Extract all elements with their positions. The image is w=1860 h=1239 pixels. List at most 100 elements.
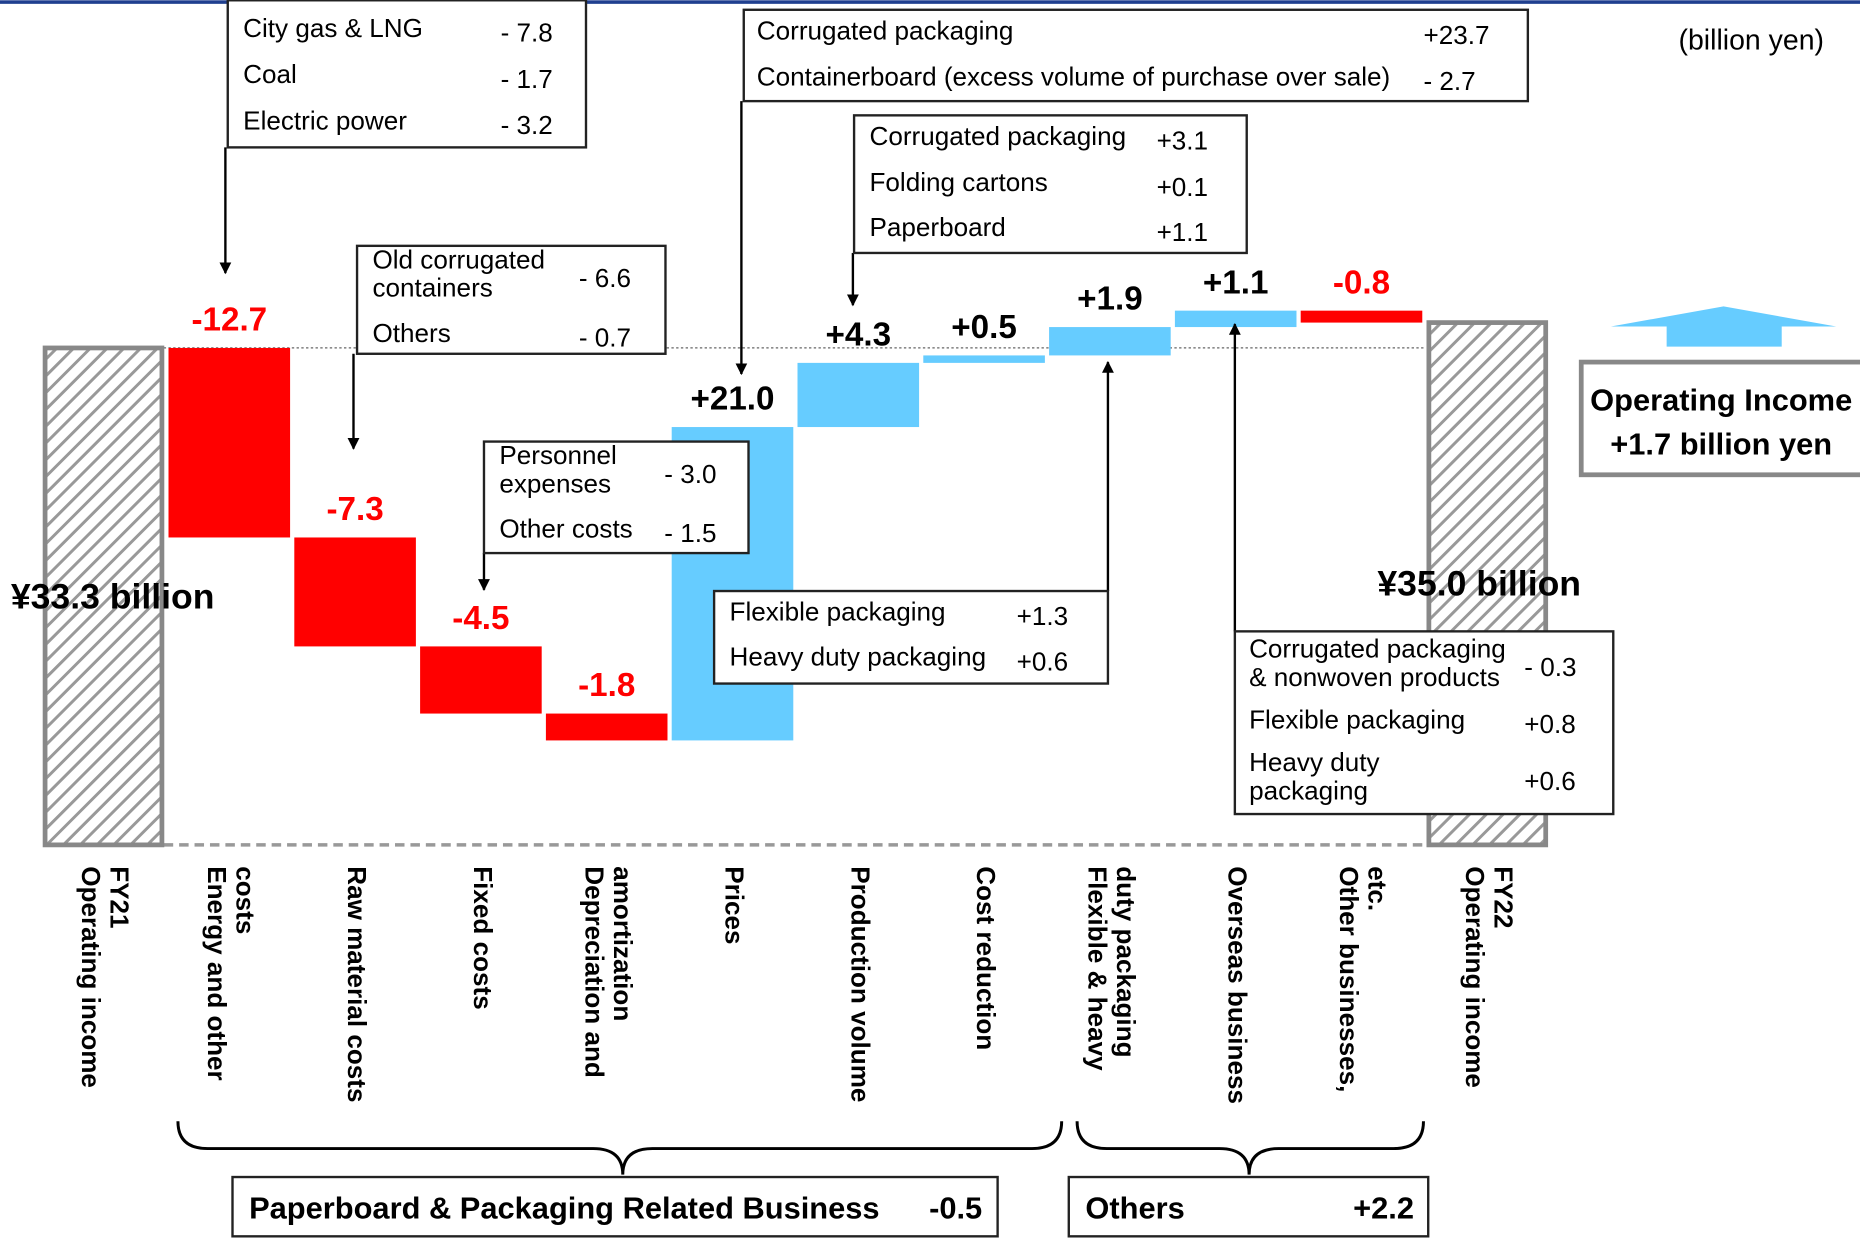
group-name: Others xyxy=(1085,1190,1184,1225)
callout-box xyxy=(226,0,588,149)
bar xyxy=(923,355,1045,363)
callout-value: - 0.3 xyxy=(1524,652,1576,682)
x-tick-label: Flexible & heavyduty packaging xyxy=(1083,866,1141,1071)
callout-label-line: Flexible packaging xyxy=(730,596,946,626)
callout-value: +1.3 xyxy=(1017,601,1068,631)
callout-label-line: Paperboard xyxy=(870,212,1006,242)
callout-label: Corrugated packaging xyxy=(757,15,1014,45)
bar xyxy=(168,347,291,538)
value-label: +21.0 xyxy=(690,381,774,418)
bar xyxy=(420,646,542,714)
callout-value: - 1.5 xyxy=(664,518,716,548)
callout-label-line: Corrugated packaging xyxy=(757,15,1014,45)
group-box xyxy=(1067,1175,1430,1238)
callout-label-line: Flexible packaging xyxy=(1249,704,1465,734)
unit-label: (billion yen) xyxy=(1679,24,1825,56)
callout-box xyxy=(852,114,1248,255)
x-tick-label: Other businesses,etc. xyxy=(1334,866,1392,1092)
callout-value: - 3.2 xyxy=(501,110,553,140)
callout-label: Personnel expenses xyxy=(499,440,616,498)
callout-label: City gas & LNG xyxy=(243,13,423,43)
summary-title: Operating Income xyxy=(1590,383,1852,418)
callout-label: Containerboard (excess volume of purchas… xyxy=(757,61,1390,91)
callout-value: - 3.0 xyxy=(664,459,716,489)
callout-label-line: Electric power xyxy=(243,105,407,135)
value-label: -1.8 xyxy=(578,667,635,704)
x-tick-label: Production volume xyxy=(845,866,875,1102)
bar xyxy=(294,537,416,647)
x-tick-label: Energy and othercosts xyxy=(202,866,260,1080)
callout-label-line: Corrugated packaging xyxy=(1249,633,1506,663)
x-tick-label-line: etc. xyxy=(1363,866,1393,911)
bar xyxy=(1300,310,1423,323)
callout-box xyxy=(1233,630,1615,816)
callout-label-line: Folding cartons xyxy=(870,167,1048,197)
value-label: ¥33.3 billion xyxy=(11,577,215,617)
callout-label: Folding cartons xyxy=(870,167,1048,197)
callout-label-line: containers xyxy=(372,273,492,303)
callout-label-line: Corrugated packaging xyxy=(870,121,1127,151)
callout-label: Other costs xyxy=(499,513,632,543)
x-tick-label-line: duty packaging xyxy=(1111,866,1141,1057)
x-tick-label-line: Other businesses, xyxy=(1334,866,1364,1092)
group-name: Paperboard & Packaging Related Business xyxy=(249,1190,879,1225)
group-box xyxy=(231,1175,999,1238)
x-tick-label-line: FY22 xyxy=(1489,866,1519,928)
summary-text: +1.7 billion yen xyxy=(1610,426,1832,461)
x-tick-label-line: amortization xyxy=(608,866,638,1021)
x-tick-label: Cost reduction xyxy=(971,866,1001,1050)
value-label: +1.1 xyxy=(1203,264,1269,301)
value-label: -4.5 xyxy=(452,600,509,637)
x-tick-label: Prices xyxy=(720,866,750,944)
callout-value: +0.8 xyxy=(1524,709,1575,739)
x-tick-label-line: Operating income xyxy=(76,866,106,1088)
value-label: -12.7 xyxy=(191,302,267,339)
callout-box xyxy=(742,8,1530,103)
callout-label: Coal xyxy=(243,59,297,89)
total-bar xyxy=(42,345,165,848)
callout-label-line: Heavy duty packaging xyxy=(730,642,987,672)
callout-value: - 0.7 xyxy=(579,322,631,352)
callout-value: +3.1 xyxy=(1157,126,1208,156)
callout-box xyxy=(355,244,667,355)
callout-value: - 2.7 xyxy=(1423,66,1475,96)
callout-box xyxy=(712,589,1110,685)
x-tick-label: Fixed costs xyxy=(468,866,498,1009)
callout-label: Others xyxy=(372,318,450,348)
callout-label-line: Heavy duty xyxy=(1249,747,1379,777)
callout-label: Corrugated packaging xyxy=(870,121,1127,151)
callout-label-line: Coal xyxy=(243,59,297,89)
x-tick-label-line: Overseas business xyxy=(1223,866,1253,1104)
summary-arrow xyxy=(1610,306,1837,347)
bar xyxy=(545,713,668,741)
x-tick-label: Operating incomeFY22 xyxy=(1460,866,1518,1088)
x-tick-label-line: Operating income xyxy=(1460,866,1490,1088)
x-tick-label: Overseas business xyxy=(1223,866,1253,1104)
callout-label-line: Others xyxy=(372,318,450,348)
callout-label-line: packaging xyxy=(1249,776,1368,806)
callout-value: +0.6 xyxy=(1017,646,1068,676)
callout-value: - 6.6 xyxy=(579,263,631,293)
bar xyxy=(1049,327,1171,356)
callout-label: Electric power xyxy=(243,105,407,135)
value-label: +0.5 xyxy=(951,309,1017,346)
bar xyxy=(1174,310,1297,328)
callout-value: - 7.8 xyxy=(501,18,553,48)
x-tick-label-line: costs xyxy=(231,866,261,934)
callout-value: +0.6 xyxy=(1524,766,1575,796)
value-label: +4.3 xyxy=(826,317,892,354)
callout-label: Corrugated packaging & nonwoven products xyxy=(1249,633,1506,691)
x-tick-label-line: Depreciation and xyxy=(580,866,610,1078)
brace xyxy=(1075,1121,1425,1175)
callout-value: +0.1 xyxy=(1157,172,1208,202)
value-label: -0.8 xyxy=(1333,264,1390,301)
x-tick-label-line: FY21 xyxy=(105,866,135,928)
group-value: +2.2 xyxy=(1353,1190,1414,1225)
x-tick-label-line: Prices xyxy=(720,866,750,944)
callout-label: Old corrugated containers xyxy=(372,244,545,302)
x-tick-label: Depreciation andamortization xyxy=(580,866,638,1078)
top-rule xyxy=(0,0,1860,4)
bar xyxy=(797,362,920,428)
x-tick-label: Raw material costs xyxy=(342,866,372,1102)
